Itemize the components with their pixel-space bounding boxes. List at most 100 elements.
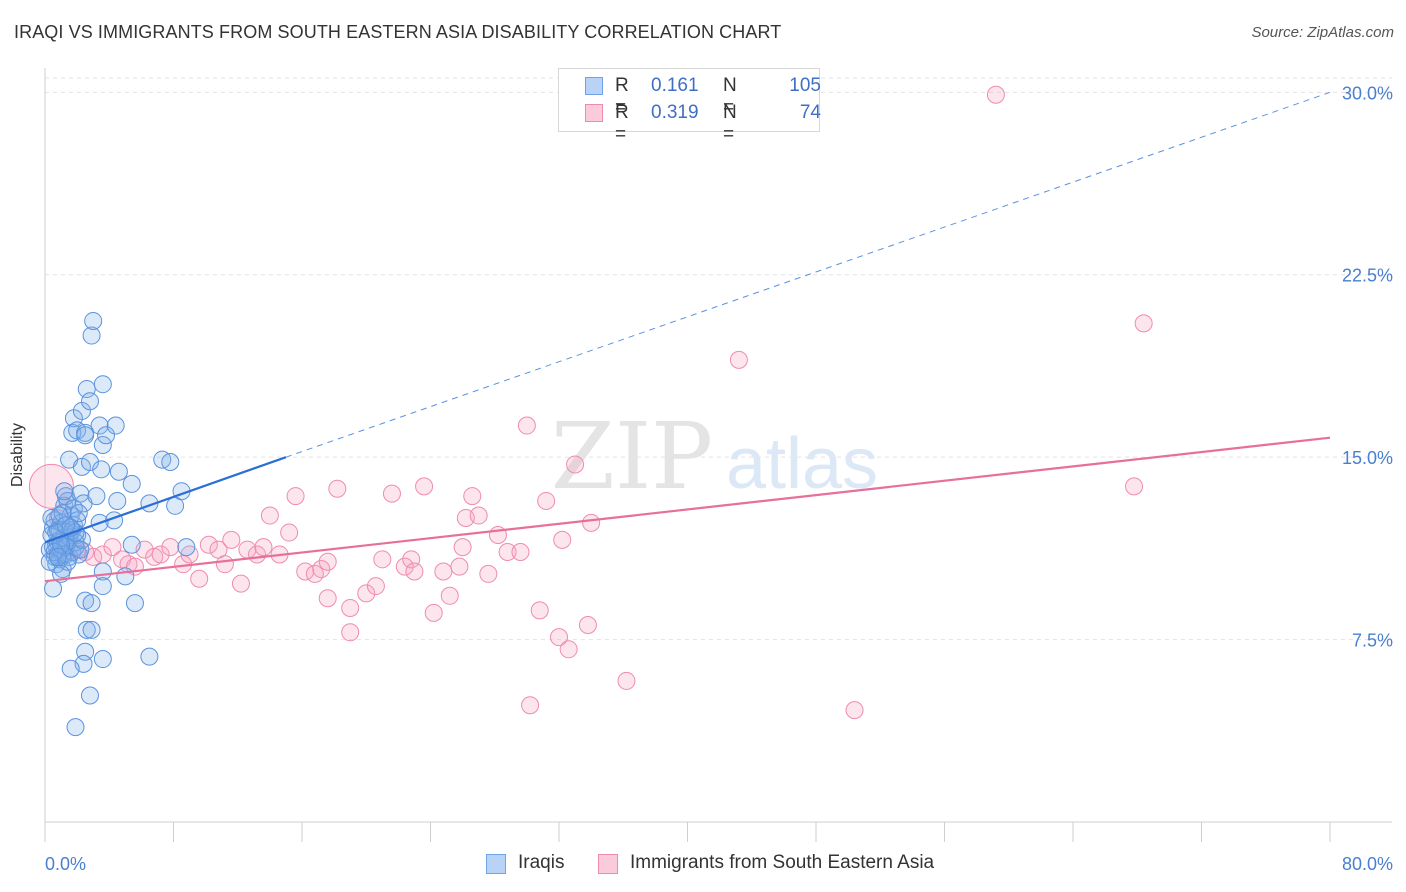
- data-point-iraqis: [77, 620, 96, 639]
- data-point-sea: [405, 562, 424, 581]
- data-point-iraqis: [122, 474, 141, 493]
- data-point-sea: [550, 628, 568, 647]
- data-point-sea: [161, 538, 180, 557]
- y-tick-label: 30.0%: [1342, 83, 1393, 103]
- data-point-iraqis: [116, 567, 135, 586]
- x-tick-label: 0.0%: [45, 854, 86, 874]
- axes: [44, 68, 1392, 842]
- data-point-iraqis: [80, 453, 99, 472]
- data-point-sea: [341, 623, 360, 642]
- y-tick-label: 22.5%: [1342, 266, 1393, 286]
- data-point-sea: [845, 701, 864, 720]
- data-point-iraqis: [161, 453, 180, 472]
- data-point-sea: [328, 479, 347, 498]
- data-point-sea: [469, 506, 488, 525]
- data-point-iraqis: [125, 594, 144, 613]
- data-point-iraqis: [84, 311, 103, 330]
- data-point-sea: [553, 530, 572, 549]
- data-point-sea: [215, 555, 234, 574]
- data-point-sea: [517, 416, 536, 435]
- x-tick-label: 80.0%: [1342, 854, 1393, 874]
- data-point-sea: [366, 577, 385, 596]
- data-point-sea: [1134, 314, 1153, 333]
- correlation-legend: R = 0.161 N = 105 R = 0.319 N = 74: [558, 68, 821, 145]
- data-point-iraqis: [92, 460, 111, 479]
- data-point-sea: [617, 671, 636, 690]
- data-point-iraqis: [55, 482, 74, 501]
- data-point-sea: [190, 569, 209, 588]
- data-point-sea: [231, 574, 250, 593]
- data-point-iraqis: [90, 416, 109, 435]
- data-point-sea: [357, 584, 376, 603]
- data-point-iraqis: [87, 487, 106, 506]
- legend-label-sea: Immigrants from South Eastern Asia: [630, 852, 935, 873]
- data-point-sea: [318, 589, 337, 608]
- legend-r-label: R =: [615, 102, 629, 145]
- data-point-iraqis: [140, 647, 159, 666]
- y-tick-label: 15.0%: [1342, 448, 1393, 468]
- data-point-sea: [286, 487, 305, 506]
- data-point-sea: [578, 615, 597, 634]
- data-point-sea: [341, 598, 360, 617]
- legend-n-value: 74: [799, 102, 821, 123]
- y-tick-label: 7.5%: [1352, 631, 1393, 651]
- legend-swatch-iraqis: [585, 77, 603, 95]
- trend-line-iraqis: [44, 456, 287, 544]
- data-point-iraqis: [71, 484, 90, 503]
- data-point-sea: [373, 550, 392, 569]
- data-point-iraqis: [80, 392, 99, 411]
- data-point-iraqis: [45, 543, 64, 562]
- legend-swatch-iraqis: [486, 854, 506, 874]
- data-point-iraqis: [122, 535, 141, 554]
- data-point-iraqis: [82, 326, 101, 345]
- data-point-sea: [424, 603, 443, 622]
- trend-lines: [44, 91, 1331, 583]
- chart-title: IRAQI VS IMMIGRANTS FROM SOUTH EASTERN A…: [14, 22, 782, 42]
- source-label: Source: ZipAtlas.com: [1251, 24, 1394, 41]
- data-point-iraqis: [93, 436, 112, 454]
- legend-swatch-sea: [598, 854, 618, 874]
- data-point-sea: [986, 85, 1005, 104]
- data-point-sea: [511, 543, 530, 562]
- legend-n-value: 105: [789, 75, 821, 96]
- data-point-iraqis: [71, 540, 90, 559]
- data-point-sea: [559, 640, 578, 659]
- data-point-sea: [103, 538, 122, 557]
- watermark-atlas: atlas: [726, 424, 878, 504]
- data-point-sea: [318, 552, 337, 571]
- data-point-sea: [254, 538, 273, 557]
- data-point-iraqis: [97, 426, 116, 445]
- data-point-sea: [453, 538, 472, 557]
- legend-r-label: R =: [615, 75, 629, 118]
- data-point-sea: [382, 484, 401, 503]
- legend-n-label: N =: [723, 75, 737, 118]
- data-point-sea: [537, 491, 556, 510]
- data-point-sea: [450, 557, 469, 576]
- data-point-iraqis: [48, 547, 67, 566]
- data-point-sea: [151, 545, 170, 564]
- data-point-iraqis: [61, 659, 80, 678]
- data-point-sea: [434, 562, 453, 581]
- data-point-iraqis: [177, 538, 196, 557]
- data-point-iraqis: [93, 650, 112, 669]
- data-point-sea: [1125, 477, 1144, 496]
- data-point-iraqis: [76, 426, 95, 445]
- data-point-iraqis: [69, 504, 88, 523]
- series-legend: Iraqis Immigrants from South Eastern Asi…: [0, 852, 1406, 878]
- data-point-sea: [199, 535, 218, 554]
- data-point-sea: [312, 560, 331, 579]
- data-point-sea: [280, 523, 299, 542]
- data-point-sea: [415, 477, 434, 496]
- legend-r-value: 0.161: [651, 75, 699, 96]
- data-point-sea: [530, 601, 549, 620]
- data-point-iraqis: [109, 462, 128, 481]
- data-point-iraqis: [50, 506, 69, 525]
- series-iraqis: [40, 311, 196, 737]
- legend-swatch-sea: [585, 104, 603, 122]
- trend-line-sea: [44, 436, 1331, 583]
- legend-n-label: N =: [723, 102, 737, 145]
- data-point-sea: [463, 487, 482, 506]
- data-point-iraqis: [53, 504, 72, 523]
- data-point-sea: [395, 557, 414, 576]
- trend-line-iraqis-extension: [285, 91, 1331, 458]
